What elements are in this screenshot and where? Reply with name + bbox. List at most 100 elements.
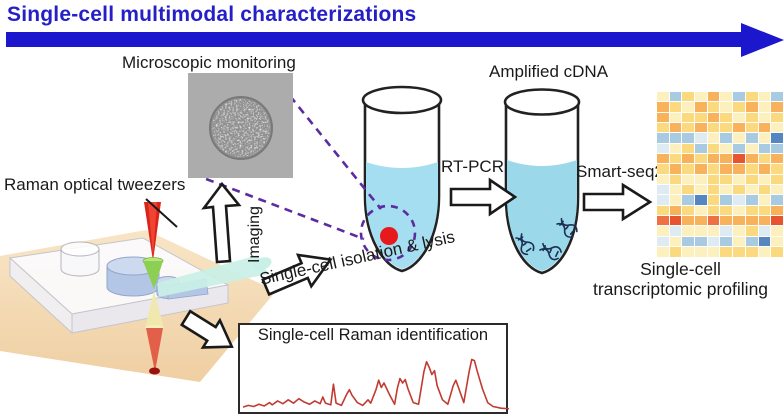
heatmap-cell	[745, 154, 758, 164]
label-transcriptomic-line2: transcriptomic profiling	[592, 278, 769, 299]
heatmap-cell	[682, 216, 695, 226]
heatmap-cell	[669, 236, 682, 247]
heatmap-cell	[669, 102, 682, 112]
label-smart-seq2: Smart-seq2	[576, 162, 664, 181]
heatmap-cell	[771, 174, 783, 185]
heatmap-cell	[771, 226, 783, 236]
heatmap-cell	[682, 195, 695, 205]
heatmap-cell	[758, 164, 771, 174]
raman-arrow	[179, 309, 234, 349]
heatmap-cell	[707, 143, 720, 154]
label-rt-pcr: RT-PCR	[441, 157, 504, 176]
spectrum-line	[243, 359, 509, 408]
heatmap-cell	[657, 123, 669, 133]
heatmap-cell	[657, 195, 669, 205]
heatmap-cell	[745, 123, 758, 133]
label-imaging: Imaging	[246, 206, 263, 263]
heatmap-cell	[745, 174, 758, 185]
heatmap-cell	[720, 123, 733, 133]
heatmap-cell	[733, 133, 745, 143]
heatmap-cell	[707, 247, 720, 257]
heatmap-cell	[720, 195, 733, 205]
heatmap-cell	[707, 205, 720, 216]
heatmap-cell	[707, 123, 720, 133]
heatmap-cell	[695, 247, 707, 257]
heatmap-cell	[682, 164, 695, 174]
heatmap-cell	[771, 102, 783, 112]
heatmap-cell	[758, 102, 771, 112]
heatmap-cell	[707, 185, 720, 195]
heatmap-cell	[669, 174, 682, 185]
heatmap-cell	[707, 226, 720, 236]
heatmap-cell	[733, 195, 745, 205]
heatmap-cell	[745, 236, 758, 247]
label-raman-optical-tweezers: Raman optical tweezers	[4, 175, 186, 194]
heatmap-cell	[771, 123, 783, 133]
heatmap-cell	[707, 92, 720, 102]
heatmap-cell	[733, 123, 745, 133]
timeline-arrow	[6, 23, 784, 57]
heatmap-cell	[695, 216, 707, 226]
page-title: Single-cell multimodal characterizations	[7, 3, 417, 26]
heatmap-cell	[758, 154, 771, 164]
heatmap-cell	[745, 102, 758, 112]
heatmap-cell	[682, 174, 695, 185]
heatmap-cell	[758, 205, 771, 216]
heatmap-cell	[657, 185, 669, 195]
heatmap-cell	[695, 112, 707, 123]
heatmap-cell	[720, 102, 733, 112]
heatmap-cell	[695, 164, 707, 174]
heatmap-cell	[771, 236, 783, 247]
heatmap-cell	[745, 164, 758, 174]
label-transcriptomic-line1: Single-cell	[640, 259, 721, 279]
heatmap-cell	[682, 102, 695, 112]
heatmap-cell	[745, 195, 758, 205]
heatmap-cell	[758, 216, 771, 226]
heatmap-cell	[771, 195, 783, 205]
heatmap-cell	[720, 164, 733, 174]
heatmap-cell	[720, 92, 733, 102]
heatmap-cell	[745, 216, 758, 226]
isolation-arrow	[261, 253, 333, 297]
heatmap-cell	[669, 185, 682, 195]
heatmap-cell	[745, 133, 758, 143]
heatmap-cell	[695, 226, 707, 236]
heatmap-cell	[733, 112, 745, 123]
heatmap-cell	[733, 247, 745, 257]
heatmap-cell	[695, 92, 707, 102]
heatmap-cell	[733, 174, 745, 185]
micrograph-image	[188, 73, 293, 178]
heatmap-cell	[657, 236, 669, 247]
heatmap-cell	[682, 92, 695, 102]
heatmap-cell	[720, 154, 733, 164]
heatmap-cell	[745, 143, 758, 154]
heatmap-cell	[720, 226, 733, 236]
heatmap-cell	[669, 133, 682, 143]
smartseq-arrow	[582, 182, 653, 222]
heatmap-cell	[669, 164, 682, 174]
heatmap-cell	[771, 112, 783, 123]
isolated-cell-dot	[380, 227, 398, 245]
heatmap-cell	[669, 247, 682, 257]
label-microscopic-monitoring: Microscopic monitoring	[122, 53, 296, 72]
heatmap-cell	[682, 185, 695, 195]
heatmap-cell	[720, 174, 733, 185]
heatmap-cell	[707, 236, 720, 247]
heatmap-cell	[695, 205, 707, 216]
heatmap-cell	[758, 143, 771, 154]
heatmap-cell	[745, 226, 758, 236]
rtpcr-arrow	[449, 177, 518, 217]
chip-well-empty	[60, 241, 100, 277]
heatmap-cell	[682, 154, 695, 164]
heatmap-cell	[695, 102, 707, 112]
heatmap-cell	[758, 247, 771, 257]
heatmap-cell	[758, 123, 771, 133]
heatmap-cell	[758, 174, 771, 185]
heatmap-cell	[707, 112, 720, 123]
heatmap-cell	[745, 185, 758, 195]
heatmap-cell	[758, 92, 771, 102]
heatmap-cell	[720, 143, 733, 154]
heatmap-cell	[695, 143, 707, 154]
heatmap-cell	[682, 112, 695, 123]
